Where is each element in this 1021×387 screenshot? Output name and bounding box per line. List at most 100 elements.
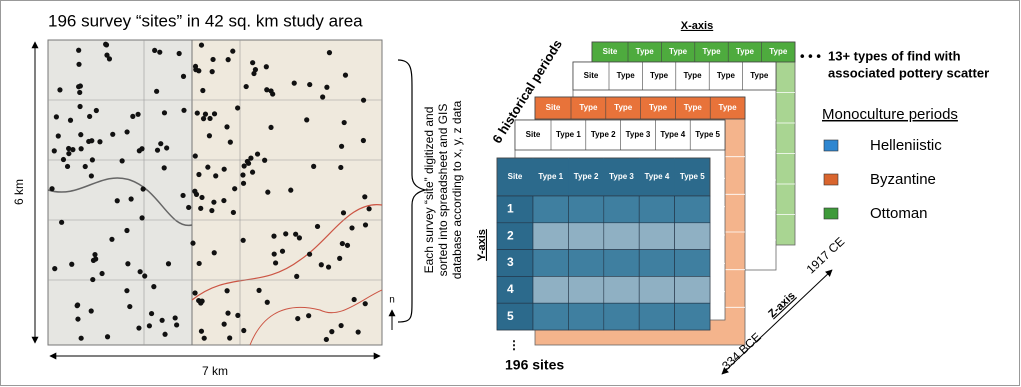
header-cell: Site — [526, 130, 541, 139]
site-dot — [242, 163, 247, 168]
data-cell — [639, 196, 674, 223]
site-dot — [130, 114, 135, 119]
data-cell — [675, 223, 710, 250]
site-dot — [192, 290, 197, 295]
header-cell: Type — [579, 103, 598, 112]
header-cell: Type 1 — [538, 172, 563, 181]
header-cell: Site — [508, 172, 523, 181]
site-dot — [225, 311, 230, 316]
site-dot — [155, 148, 160, 153]
site-dot — [52, 148, 57, 153]
site-dot — [57, 87, 62, 92]
brace-text: sorted into spreadsheet and GIS — [436, 104, 450, 277]
site-dot — [362, 194, 367, 199]
brace-text: database according to x, y, z data — [450, 100, 464, 279]
site-dot — [110, 132, 115, 137]
site-dot — [306, 313, 311, 318]
site-dot — [125, 261, 130, 266]
title: 196 survey “sites” in 42 sq. km study ar… — [48, 11, 363, 30]
site-dot — [202, 336, 207, 341]
site-dot — [256, 288, 261, 293]
site-dot — [200, 88, 205, 93]
site-dot — [200, 299, 205, 304]
site-dot — [52, 266, 57, 271]
site-dot — [69, 262, 74, 267]
site-dot — [203, 112, 208, 117]
site-dot — [195, 110, 200, 115]
site-dot — [76, 84, 81, 89]
header-cell: Type — [617, 71, 636, 80]
site-dot — [77, 104, 82, 109]
row-label: 2 — [507, 228, 514, 242]
row-label-cell — [497, 250, 533, 277]
site-dot — [129, 196, 134, 201]
site-dot — [75, 316, 80, 321]
header-cell: Type 3 — [626, 130, 651, 139]
site-dot — [89, 173, 94, 178]
data-cell — [533, 303, 568, 330]
layer-header — [573, 62, 776, 90]
site-dot — [139, 146, 144, 151]
site-dot — [124, 288, 129, 293]
header-cell: Site — [546, 103, 561, 112]
site-dot — [181, 74, 186, 79]
site-dot — [105, 334, 110, 339]
x-axis-label: X-axis — [681, 20, 713, 32]
site-dot — [97, 139, 102, 144]
site-dot — [151, 284, 156, 289]
site-dot — [363, 222, 368, 227]
site-dot — [361, 138, 366, 143]
site-dot — [340, 241, 345, 246]
legend-label: Byzantine — [870, 171, 936, 188]
site-dot — [79, 336, 84, 341]
site-dot — [294, 274, 299, 279]
site-dot — [339, 144, 344, 149]
site-dot — [94, 108, 99, 113]
site-dot — [272, 251, 277, 256]
header-cell: Type 4 — [660, 130, 685, 139]
site-dot — [293, 232, 298, 237]
header-cell: Type — [736, 47, 755, 56]
data-cell — [675, 196, 710, 223]
site-dot — [250, 170, 255, 175]
brace-text: Each survey “site” digitized and — [422, 107, 436, 274]
site-dot — [235, 105, 240, 110]
site-dot — [193, 67, 198, 72]
site-dot — [75, 303, 80, 308]
site-dot — [231, 210, 236, 215]
header-cell: Type 2 — [574, 172, 599, 181]
site-dot — [265, 190, 270, 195]
site-dot — [326, 264, 331, 269]
site-dot — [162, 165, 167, 170]
site-dot — [221, 198, 226, 203]
site-dot — [164, 145, 169, 150]
site-dot — [199, 42, 204, 47]
data-cell — [533, 196, 568, 223]
site-dot — [78, 132, 83, 137]
site-dot — [76, 48, 81, 53]
site-dot — [338, 165, 343, 170]
site-dot — [356, 329, 361, 334]
row-label-cell — [497, 196, 533, 223]
site-dot — [142, 273, 147, 278]
ellipsis: ⋮ — [508, 338, 520, 352]
layer-header — [515, 120, 725, 150]
header-cell: Type — [683, 71, 702, 80]
site-dot — [367, 206, 372, 211]
site-dot — [349, 225, 354, 230]
map-left — [48, 40, 192, 345]
site-dot — [90, 157, 95, 162]
site-dot — [232, 186, 237, 191]
site-dot — [196, 172, 201, 177]
site-dot — [154, 89, 159, 94]
legend-label: Ottoman — [870, 205, 928, 222]
site-dot — [147, 323, 152, 328]
header-cell: Type — [649, 103, 668, 112]
site-dot — [255, 151, 260, 156]
site-dot — [235, 313, 240, 318]
site-dot — [174, 322, 179, 327]
site-dot — [292, 81, 297, 86]
site-dot — [66, 151, 71, 156]
site-dot — [262, 158, 267, 163]
site-dot — [181, 108, 186, 113]
